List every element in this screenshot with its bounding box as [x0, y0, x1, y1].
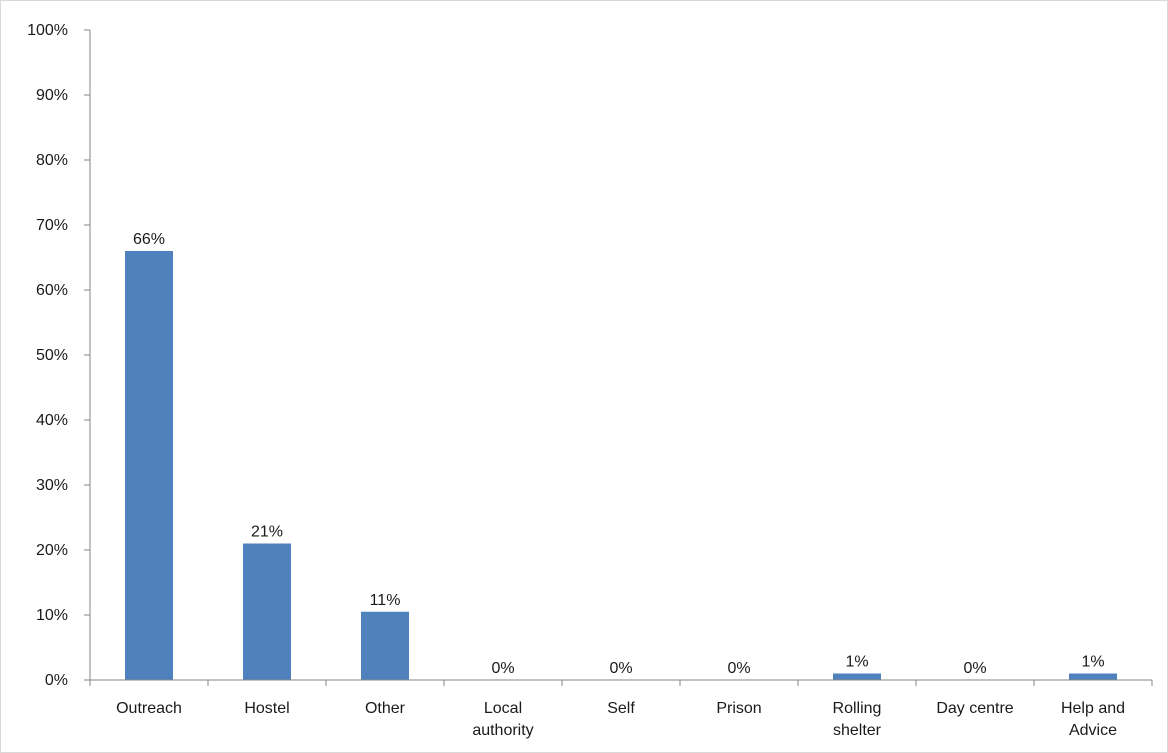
x-tick-label-line: Other: [365, 700, 406, 717]
x-tick-label-line: Outreach: [116, 700, 182, 717]
x-tick-label: Outreach: [116, 700, 182, 717]
y-tick-label: 10%: [36, 607, 68, 624]
x-tick-label: Rolling shelter: [833, 700, 882, 739]
data-label: 0%: [609, 660, 632, 677]
x-tick-label: Help and Advice: [1061, 700, 1125, 739]
bar: [243, 543, 291, 680]
x-tick-label-line: Self: [607, 700, 635, 717]
x-tick-label: Prison: [716, 700, 761, 717]
bar: [1069, 673, 1117, 680]
x-tick-label-line: authority: [472, 722, 533, 739]
x-tick-label-line: Rolling: [833, 700, 882, 717]
data-label: 1%: [845, 654, 868, 671]
x-tick-label: Hostel: [244, 700, 289, 717]
x-tick-label-line: Local: [484, 700, 522, 717]
x-axis: Outreach Hostel Other Local authority Self Pri…: [89, 679, 1153, 739]
x-tick-label-line: Day centre: [936, 700, 1013, 717]
data-label: 11%: [370, 592, 401, 609]
x-tick-label-line: Hostel: [244, 700, 289, 717]
x-tick-label-line: shelter: [833, 722, 882, 739]
y-tick-label: 40%: [36, 412, 68, 429]
data-label: 0%: [727, 660, 750, 677]
x-tick-label: Other: [365, 700, 406, 717]
bars: 66% 21% 11% 0% 0% 0% 1% 0% 1%: [125, 231, 1117, 680]
y-tick-label: 30%: [36, 477, 68, 494]
x-tick-label-line: Help and: [1061, 700, 1125, 717]
data-label: 0%: [491, 660, 514, 677]
data-label: 1%: [1081, 654, 1104, 671]
y-tick-label: 80%: [36, 152, 68, 169]
bar: [833, 673, 881, 680]
y-tick-label: 0%: [45, 672, 68, 689]
x-tick-label-line: Prison: [716, 700, 761, 717]
y-tick-label: 90%: [36, 87, 68, 104]
x-tick-label-line: Advice: [1069, 722, 1117, 739]
y-tick-label: 70%: [36, 217, 68, 234]
x-tick-label: Local authority: [472, 700, 533, 739]
y-axis: 0% 10% 20% 30% 40% 50% 60% 70% 80% 90% 100%: [27, 22, 91, 689]
x-tick-label: Self: [607, 700, 635, 717]
data-label: 66%: [133, 231, 165, 248]
y-tick-label: 50%: [36, 347, 68, 364]
y-tick-label: 20%: [36, 542, 68, 559]
data-label: 21%: [251, 524, 283, 541]
x-tick-label: Day centre: [936, 700, 1013, 717]
y-tick-label: 60%: [36, 282, 68, 299]
bar: [361, 611, 409, 680]
y-tick-label: 100%: [27, 22, 68, 39]
data-label: 0%: [963, 660, 986, 677]
bar: [125, 251, 173, 680]
